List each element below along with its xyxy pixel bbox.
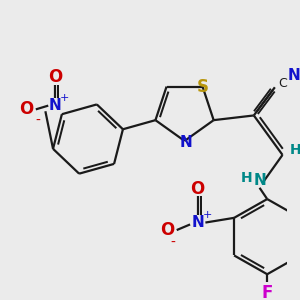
Text: -: - [170, 236, 175, 250]
Text: F: F [262, 284, 273, 300]
Text: O: O [19, 100, 33, 118]
Text: +: + [202, 210, 212, 220]
Text: O: O [190, 180, 205, 198]
Text: S: S [196, 77, 208, 95]
Text: N: N [191, 215, 204, 230]
Text: N: N [253, 173, 266, 188]
Text: -: - [35, 114, 40, 128]
Text: H: H [240, 171, 252, 185]
Text: N: N [288, 68, 300, 83]
Text: C: C [278, 77, 287, 90]
Text: N: N [49, 98, 61, 113]
Text: N: N [180, 135, 193, 150]
Text: O: O [160, 221, 174, 239]
Text: O: O [48, 68, 62, 86]
Text: +: + [60, 93, 69, 103]
Text: H: H [290, 143, 300, 157]
